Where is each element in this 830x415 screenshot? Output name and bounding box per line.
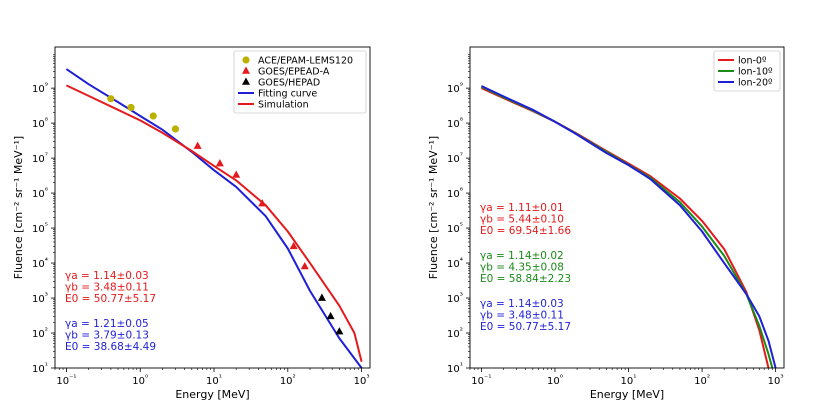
- y-tick-label: 10⁵: [447, 221, 463, 235]
- data-point-ace-epam-lems120: [149, 112, 157, 120]
- x-tick-label: 10²: [280, 373, 296, 387]
- fit-annotation-1: γa = 1.11±0.01: [480, 202, 564, 214]
- x-tick-label: 10¹: [621, 373, 637, 387]
- fit-annotation-3: γb = 3.48±0.11: [480, 310, 564, 322]
- x-tick-label: 10⁻¹: [56, 373, 76, 387]
- axes-frame: [469, 46, 785, 369]
- series-line-lon-20: [480, 85, 777, 368]
- y-tick-label: 10²: [32, 326, 48, 340]
- legend-box: [233, 50, 367, 114]
- y-tick-label: 10⁹: [32, 81, 48, 95]
- series-line-simulation: [65, 84, 363, 363]
- data-point-goes-epead-a: [258, 199, 267, 207]
- data-point-ace-epam-lems120: [107, 95, 115, 103]
- data-point-ace-epam-lems120: [171, 125, 180, 133]
- y-tick-label: 10⁵: [32, 221, 48, 235]
- legend-label-fitting-curve: Fitting curve: [258, 89, 317, 100]
- legend-label-goes-hepad: GOES/HEPAD: [258, 78, 320, 89]
- fit-annotation-2: E0 = 38.68±4.49: [65, 341, 156, 353]
- legend-label-lon-20: lon-20º: [738, 78, 773, 89]
- data-point-goes-epead-a: [289, 241, 298, 250]
- chart-panel-2: 10⁻¹ 10⁰ 10¹ 10² 10³ 10¹ 10² 10³ 10⁴ 10⁵ 10⁶ 10⁷ 10⁸…: [427, 46, 785, 401]
- x-tick-label: 10¹: [206, 373, 222, 387]
- fit-annotation-2: γb = 3.79±0.13: [65, 330, 149, 342]
- fit-annotation-2: E0 = 58.84±2.23: [480, 273, 571, 285]
- x-axis-label: Energy [MeV]: [175, 388, 249, 401]
- legend-label-lon-0: lon-0º: [738, 56, 767, 67]
- series-line-fitting-curve: [65, 68, 363, 368]
- plot-area: [65, 68, 363, 368]
- y-tick-label: 10³: [447, 291, 463, 305]
- fit-annotation-3: E0 = 50.77±5.17: [480, 321, 571, 333]
- legend-label-ace-epam-lems120: ACE/EPAM-LEMS120: [258, 56, 353, 67]
- legend-swatch-goes-epead-a: [242, 66, 250, 74]
- y-tick-label: 10²: [447, 326, 463, 340]
- fit-annotation-3: γa = 1.14±0.03: [480, 298, 564, 310]
- fit-annotation-1: E0 = 50.77±5.17: [65, 293, 156, 305]
- x-tick-label: 10⁰: [547, 373, 563, 387]
- y-tick-label: 10⁷: [447, 151, 463, 165]
- chart-panel-1: 10⁻¹ 10⁰ 10¹ 10² 10³ 10¹ 10² 10³ 10⁴ 10⁵ 10⁶ 10⁷ 10⁸…: [12, 46, 371, 401]
- data-point-goes-epead-a: [193, 141, 202, 149]
- y-tick-label: 10⁶: [32, 186, 48, 200]
- data-point-goes-hepad: [326, 311, 335, 320]
- plot-area: [480, 85, 777, 368]
- fit-annotation-1: γb = 3.48±0.11: [65, 282, 149, 294]
- legend-label-simulation: Simulation: [258, 100, 309, 111]
- legend-swatch-goes-hepad: [242, 77, 250, 85]
- fit-annotation-2: γa = 1.21±0.05: [65, 318, 149, 330]
- data-point-ace-epam-lems120: [127, 103, 135, 112]
- x-tick-label: 10⁰: [132, 373, 148, 387]
- fit-annotation-2: γa = 1.14±0.02: [480, 250, 564, 262]
- axes-frame: [54, 46, 371, 369]
- y-tick-label: 10¹: [447, 361, 463, 375]
- fit-annotation-1: γb = 5.44±0.10: [480, 214, 564, 226]
- legend-label-goes-epead-a: GOES/EPEAD-A: [258, 67, 330, 78]
- x-axis-label: Energy [MeV]: [590, 388, 664, 401]
- legend-swatch-ace-epam-lems120: [242, 56, 250, 64]
- y-axis-label: Fluence [cm⁻² sr⁻¹ MeV⁻¹]: [12, 136, 25, 279]
- x-tick-label: 10²: [694, 373, 710, 387]
- y-tick-label: 10⁴: [447, 256, 463, 270]
- y-tick-label: 10³: [32, 291, 48, 305]
- data-point-goes-epead-a: [215, 159, 224, 167]
- data-point-goes-epead-a: [300, 261, 309, 270]
- data-point-goes-hepad: [317, 293, 326, 301]
- data-point-goes-epead-a: [232, 170, 241, 178]
- y-axis-label: Fluence [cm⁻² sr⁻¹ MeV⁻¹]: [427, 136, 440, 279]
- y-tick-label: 10¹: [32, 361, 48, 375]
- data-point-goes-hepad: [335, 327, 344, 335]
- x-tick-label: 10⁻¹: [471, 373, 491, 387]
- x-tick-label: 10³: [768, 373, 784, 387]
- fit-annotation-1: γa = 1.14±0.03: [65, 270, 149, 282]
- y-tick-label: 10⁹: [447, 81, 463, 95]
- y-tick-label: 10⁸: [32, 116, 48, 130]
- y-tick-label: 10⁷: [32, 151, 48, 165]
- y-tick-label: 10⁶: [447, 186, 463, 200]
- fit-annotation-1: E0 = 69.54±1.66: [480, 225, 571, 237]
- legend-label-lon-10: lon-10º: [738, 67, 773, 78]
- y-tick-label: 10⁴: [32, 256, 48, 270]
- y-tick-label: 10⁸: [447, 116, 463, 130]
- fit-annotation-2: γb = 4.35±0.08: [480, 262, 564, 274]
- x-tick-label: 10³: [354, 373, 370, 387]
